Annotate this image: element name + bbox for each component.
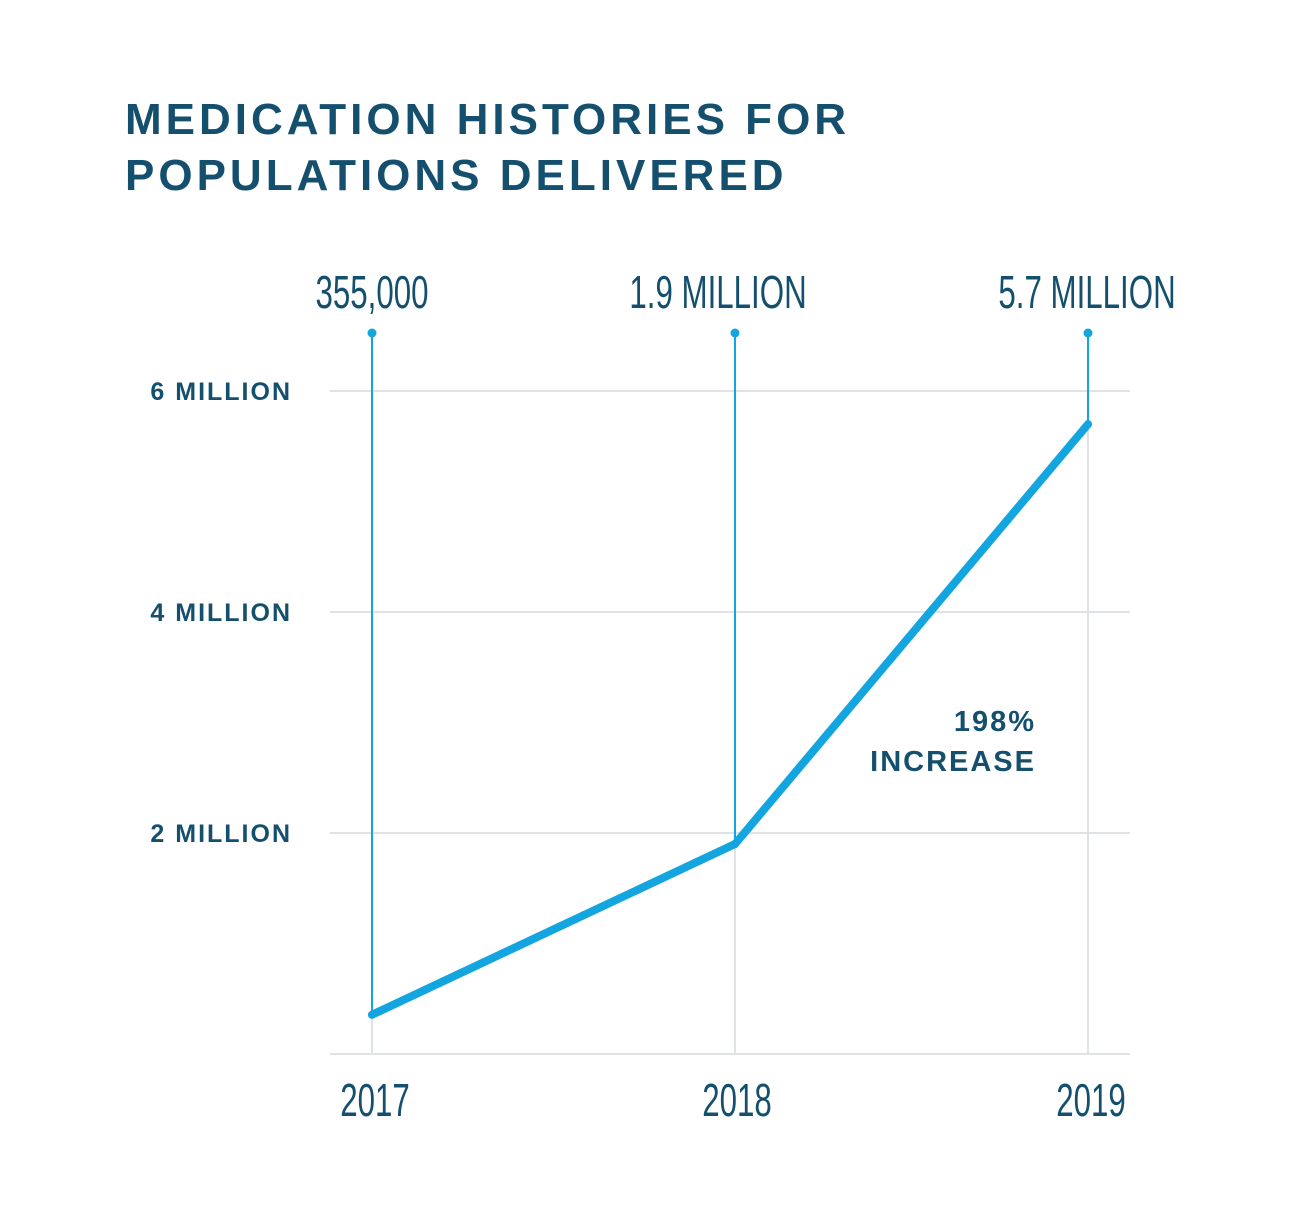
x-tick-label: 2018 xyxy=(702,1075,772,1126)
data-label: 5.7 MILLION xyxy=(998,267,1175,318)
data-point xyxy=(731,840,739,849)
y-tick-label: 2 MILLION xyxy=(150,820,292,848)
chart-title: MEDICATION HISTORIES FOR POPULATIONS DEL… xyxy=(125,92,850,204)
data-label: 1.9 MILLION xyxy=(629,267,806,318)
chart-title-line-2: POPULATIONS DELIVERED xyxy=(125,151,788,200)
data-label-dot xyxy=(1083,328,1093,338)
data-point xyxy=(368,1010,376,1019)
chart-title-line-1: MEDICATION HISTORIES FOR xyxy=(125,95,851,144)
x-tick-label: 2017 xyxy=(340,1075,410,1126)
y-tick-label: 6 MILLION xyxy=(150,378,292,406)
data-point xyxy=(1084,420,1092,429)
annotation-percent: 198% xyxy=(954,706,1036,738)
annotation-increase: INCREASE xyxy=(870,746,1036,778)
data-label: 355,000 xyxy=(315,267,428,318)
data-label-dot xyxy=(367,328,377,338)
data-label-dot xyxy=(730,328,740,338)
x-tick-label: 2019 xyxy=(1056,1075,1126,1126)
y-tick-label: 4 MILLION xyxy=(150,599,292,627)
